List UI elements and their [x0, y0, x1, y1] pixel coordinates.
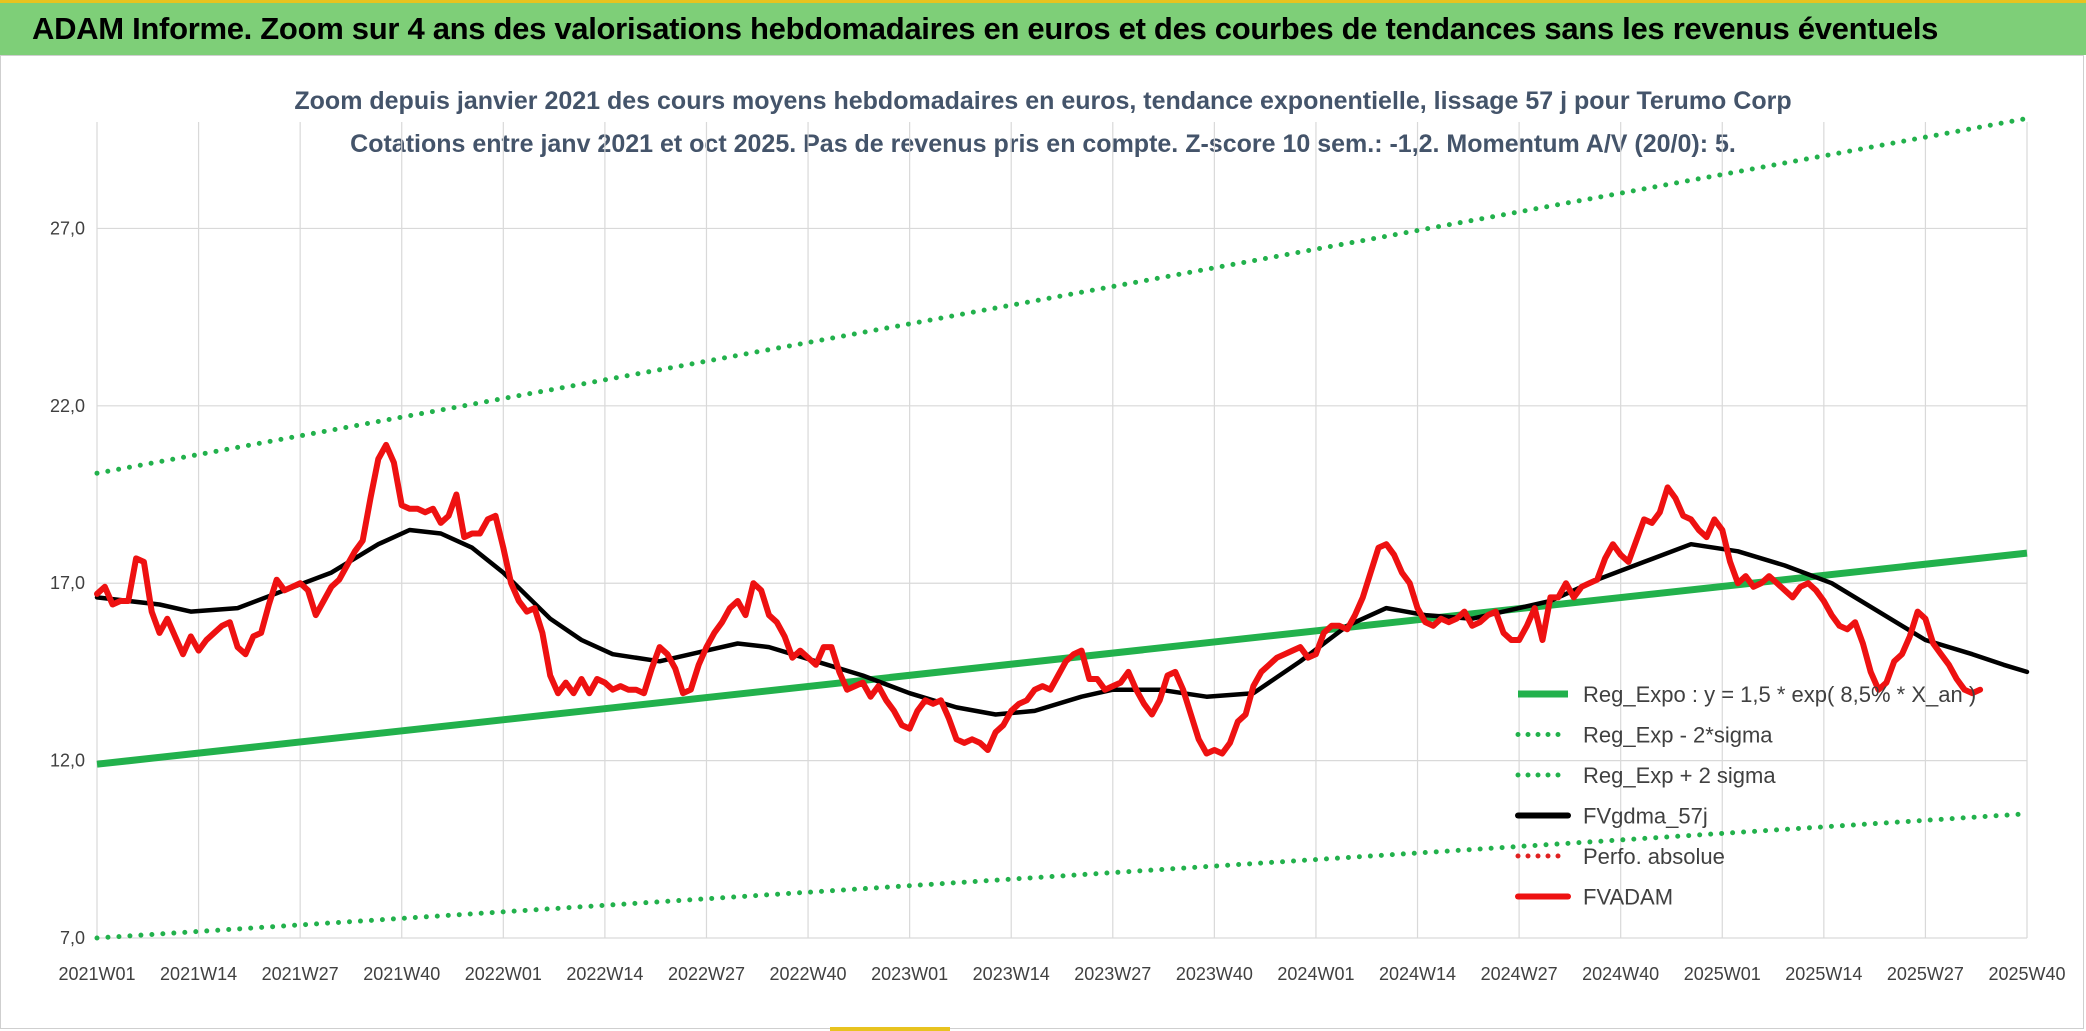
- y-tick-label: 27,0: [50, 218, 85, 238]
- x-tick-label: 2025W27: [1887, 964, 1964, 984]
- x-tick-label: 2025W14: [1785, 964, 1862, 984]
- y-tick-label: 7,0: [60, 928, 85, 948]
- legend-label: FVgdma_57j: [1583, 804, 1708, 829]
- x-tick-label: 2024W01: [1277, 964, 1354, 984]
- gridlines: [96, 122, 2028, 939]
- trend-line: [96, 549, 2028, 768]
- legend-label: Perfo. absolue: [1583, 844, 1725, 869]
- x-tick-label: 2023W14: [973, 964, 1050, 984]
- upper-band-line: [94, 116, 2030, 476]
- legend-label: Reg_Exp + 2 sigma: [1583, 763, 1776, 788]
- x-tick-label: 2021W01: [58, 964, 135, 984]
- smoothed-line: [94, 527, 2030, 717]
- legend: Reg_Expo : y = 1,5 * exp( 8,5% * X_an ) R…: [1515, 682, 1976, 910]
- bottom-accent: [830, 1027, 950, 1031]
- x-tick-label: 2025W01: [1684, 964, 1761, 984]
- x-tick-label: 2024W27: [1481, 964, 1558, 984]
- chart-frame: [0, 55, 2084, 1029]
- y-tick-label: 22,0: [50, 396, 85, 416]
- x-tick-label: 2022W01: [465, 964, 542, 984]
- legend-label: Reg_Expo : y = 1,5 * exp( 8,5% * X_an ): [1583, 682, 1976, 707]
- x-tick-label: 2021W40: [363, 964, 440, 984]
- legend-label: Reg_Exp - 2*sigma: [1583, 723, 1773, 748]
- x-tick-label: 2023W40: [1176, 964, 1253, 984]
- x-tick-label: 2021W27: [262, 964, 339, 984]
- price-line: [94, 441, 1984, 757]
- legend-label: FVADAM: [1583, 885, 1673, 910]
- page-title: ADAM Informe. Zoom sur 4 ans des valoris…: [32, 11, 1939, 46]
- x-tick-label: 2023W27: [1074, 964, 1151, 984]
- x-tick-label: 2022W40: [770, 964, 847, 984]
- chart-title-line-1: Zoom depuis janvier 2021 des cours moyen…: [294, 87, 1791, 115]
- axis-ticks: 2021W01 2021W14 2021W27 2021W40 2022W01 2022W…: [50, 218, 2066, 984]
- y-tick-label: 12,0: [50, 751, 85, 771]
- x-tick-label: 2022W14: [566, 964, 643, 984]
- x-tick-label: 2022W27: [668, 964, 745, 984]
- x-tick-label: 2025W40: [1988, 964, 2065, 984]
- x-tick-label: 2023W01: [871, 964, 948, 984]
- header-banner: ADAM Informe. Zoom sur 4 ans des valoris…: [0, 0, 2086, 55]
- chart-title-line-2: Cotations entre janv 2021 et oct 2025. P…: [350, 130, 1736, 158]
- x-tick-label: 2024W40: [1582, 964, 1659, 984]
- x-tick-label: 2021W14: [160, 964, 237, 984]
- y-tick-label: 17,0: [50, 573, 85, 593]
- x-tick-label: 2024W14: [1379, 964, 1456, 984]
- lower-band-line: [94, 811, 2030, 941]
- series-layer: [94, 116, 2030, 941]
